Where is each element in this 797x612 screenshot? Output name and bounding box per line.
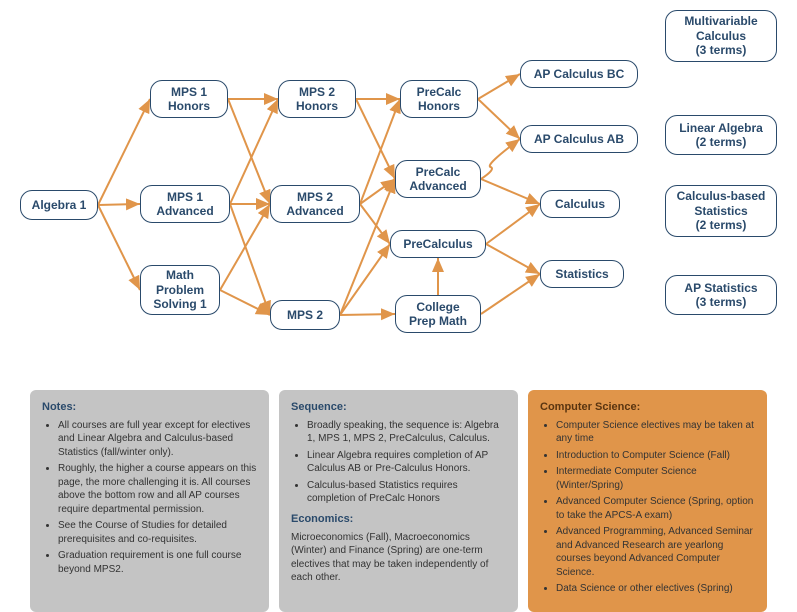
notes-list-item: Graduation requirement is one full cours… [58, 549, 257, 576]
cs-list: Computer Science electives may be taken … [540, 419, 755, 596]
notes-list-item: All courses are full year except for ele… [58, 419, 257, 460]
edge-pcalch-apab [478, 99, 520, 139]
edge-pcalch-apbc [478, 74, 520, 99]
course-node-pcalch: PreCalcHonors [400, 80, 478, 118]
econ-heading: Economics: [291, 512, 506, 527]
notes-box: Notes: All courses are full year except … [30, 390, 269, 612]
cs-list-item: Computer Science electives may be taken … [556, 419, 755, 446]
edge-mps2-cpm [340, 314, 395, 315]
cs-list-item: Advanced Computer Science (Spring, optio… [556, 495, 755, 522]
course-node-mvc: MultivariableCalculus(3 terms) [665, 10, 777, 62]
notes-list-item: Roughly, the higher a course appears on … [58, 462, 257, 516]
edge-mps2a-pcalca [360, 179, 395, 204]
notes-list-item: See the Course of Studies for detailed p… [58, 519, 257, 546]
sequence-list-item: Broadly speaking, the sequence is: Algeb… [307, 419, 506, 446]
edge-mps1h-mps2a [228, 99, 270, 204]
course-node-mps1h: MPS 1Honors [150, 80, 228, 118]
course-node-mps1: MathProblemSolving 1 [140, 265, 220, 315]
notes-list: All courses are full year except for ele… [42, 419, 257, 577]
edge-mps2a-pcalc [360, 204, 390, 244]
edge-cpm-stat [481, 274, 540, 314]
cs-box: Computer Science: Computer Science elect… [528, 390, 767, 612]
notes-row: Notes: All courses are full year except … [30, 390, 767, 612]
course-node-mps2a: MPS 2Advanced [270, 185, 360, 223]
course-node-cpm: CollegePrep Math [395, 295, 481, 333]
course-node-apab: AP Calculus AB [520, 125, 638, 153]
course-node-alg1: Algebra 1 [20, 190, 98, 220]
course-node-la: Linear Algebra(2 terms) [665, 115, 777, 155]
course-node-cbs: Calculus-basedStatistics(2 terms) [665, 185, 777, 237]
edge-pcalca-apab [481, 139, 520, 179]
edge-alg1-mps1a [98, 204, 140, 205]
edge-mps1a-mps2 [230, 204, 270, 315]
cs-list-item: Introduction to Computer Science (Fall) [556, 449, 755, 463]
edge-mps2-pcalc [340, 244, 390, 315]
course-node-aps: AP Statistics(3 terms) [665, 275, 777, 315]
course-node-pcalc: PreCalculus [390, 230, 486, 258]
edge-pcalc-calc [486, 204, 540, 244]
edge-mps1-mps2 [220, 290, 270, 315]
sequence-heading: Sequence: [291, 400, 506, 415]
edge-pcalca-calc [481, 179, 540, 204]
cs-list-item: Advanced Programming, Advanced Seminar a… [556, 525, 755, 579]
econ-text: Microeconomics (Fall), Macroeconomics (W… [291, 531, 506, 585]
sequence-list-item: Linear Algebra requires completion of AP… [307, 449, 506, 476]
edge-alg1-mps1 [98, 205, 140, 290]
notes-heading: Notes: [42, 400, 257, 415]
course-node-mps2: MPS 2 [270, 300, 340, 330]
cs-list-item: Data Science or other electives (Spring) [556, 582, 755, 596]
cs-list-item: Intermediate Computer Science (Winter/Sp… [556, 465, 755, 492]
sequence-list-item: Calculus-based Statistics requires compl… [307, 479, 506, 506]
course-node-pcalca: PreCalcAdvanced [395, 160, 481, 198]
course-flowchart: Notes: All courses are full year except … [0, 0, 797, 610]
sequence-list: Broadly speaking, the sequence is: Algeb… [291, 419, 506, 506]
course-node-calc: Calculus [540, 190, 620, 218]
edge-mps2a-pcalch [360, 99, 400, 204]
edge-mps1a-mps2h [230, 99, 278, 204]
course-node-mps2h: MPS 2Honors [278, 80, 356, 118]
course-node-mps1a: MPS 1Advanced [140, 185, 230, 223]
edge-pcalc-stat [486, 244, 540, 274]
course-node-apbc: AP Calculus BC [520, 60, 638, 88]
cs-heading: Computer Science: [540, 400, 755, 415]
edge-mps2h-pcalca [356, 99, 395, 179]
sequence-box: Sequence: Broadly speaking, the sequence… [279, 390, 518, 612]
course-node-stat: Statistics [540, 260, 624, 288]
